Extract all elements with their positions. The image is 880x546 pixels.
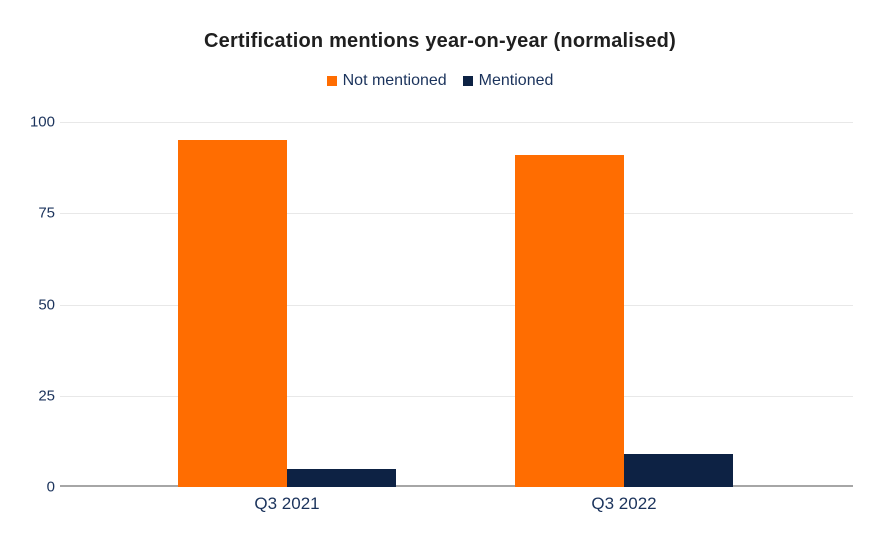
x-axis-baseline — [60, 485, 853, 487]
legend-swatch-icon — [326, 76, 337, 86]
gridline — [60, 304, 853, 306]
y-tick-label: 0 — [46, 478, 55, 496]
bar-not-mentioned-q3-2021[interactable] — [178, 140, 287, 487]
y-tick-label: 25 — [38, 387, 55, 405]
chart-title: Certification mentions year-on-year (nor… — [204, 30, 676, 52]
legend-label: Not mentioned — [342, 72, 447, 89]
legend-swatch-icon — [462, 76, 473, 86]
chart-legend: Not mentioned Mentioned — [0, 72, 880, 90]
y-axis-labels: 0 25 50 75 100 — [0, 0, 55, 546]
y-tick-label: 100 — [29, 113, 55, 131]
y-tick-label: 50 — [38, 296, 55, 313]
x-tick-label: Q3 2021 — [254, 494, 320, 513]
bar-mentioned-q3-2021[interactable] — [287, 469, 396, 487]
x-tick-label: Q3 2022 — [591, 494, 657, 513]
gridline — [60, 213, 853, 215]
bar-mentioned-q3-2022[interactable] — [624, 454, 733, 487]
gridline — [60, 395, 853, 397]
gridline — [60, 122, 853, 123]
plot-area — [60, 122, 853, 487]
legend-item-not-mentioned[interactable]: Not mentioned — [326, 72, 447, 90]
legend-label: Mentioned — [478, 72, 554, 89]
y-tick-label: 75 — [38, 204, 55, 222]
bar-not-mentioned-q3-2022[interactable] — [515, 155, 624, 487]
legend-item-mentioned[interactable]: Mentioned — [462, 72, 554, 90]
